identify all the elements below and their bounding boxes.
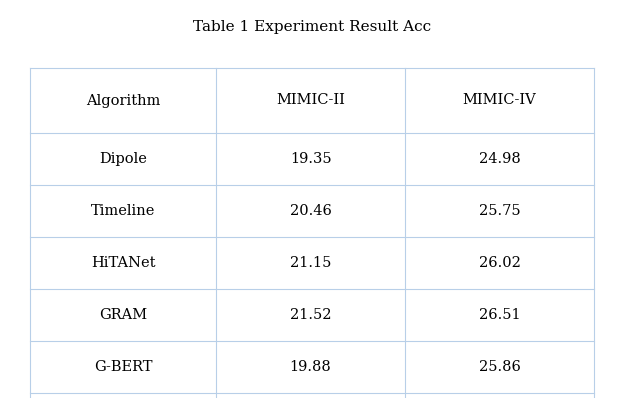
Text: 25.75: 25.75 [479, 204, 520, 218]
Text: Timeline: Timeline [91, 204, 155, 218]
Text: 19.35: 19.35 [290, 152, 331, 166]
Text: 26.02: 26.02 [479, 256, 520, 270]
Text: Table 1 Experiment Result Acc: Table 1 Experiment Result Acc [193, 20, 431, 34]
Text: 21.15: 21.15 [290, 256, 331, 270]
Text: 19.88: 19.88 [290, 360, 331, 374]
Text: HiTANet: HiTANet [91, 256, 155, 270]
Text: G-BERT: G-BERT [94, 360, 152, 374]
Text: Dipole: Dipole [99, 152, 147, 166]
Text: GRAM: GRAM [99, 308, 147, 322]
Text: Algorithm: Algorithm [86, 94, 160, 107]
Text: MIMIC-IV: MIMIC-IV [462, 94, 537, 107]
Text: 26.51: 26.51 [479, 308, 520, 322]
Text: 20.46: 20.46 [290, 204, 331, 218]
Text: 24.98: 24.98 [479, 152, 520, 166]
Text: 21.52: 21.52 [290, 308, 331, 322]
Text: 25.86: 25.86 [479, 360, 520, 374]
Text: MIMIC-II: MIMIC-II [276, 94, 345, 107]
